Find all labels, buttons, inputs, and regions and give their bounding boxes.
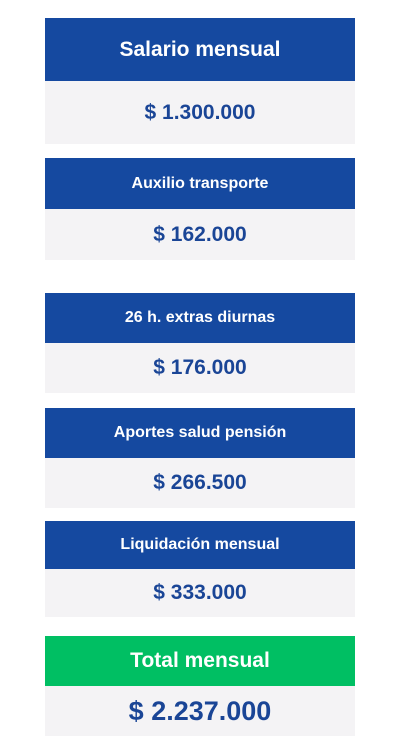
card-label: Salario mensual <box>45 18 355 81</box>
card-label: Auxilio transporte <box>45 158 355 209</box>
card-aportes-salud-pension: Aportes salud pensión $ 266.500 <box>45 408 355 508</box>
card-label: Liquidación mensual <box>45 521 355 569</box>
card-value: $ 333.000 <box>45 569 355 617</box>
total-label: Total mensual <box>45 636 355 686</box>
card-value: $ 266.500 <box>45 458 355 508</box>
card-label: 26 h. extras diurnas <box>45 293 355 343</box>
card-salario-mensual: Salario mensual $ 1.300.000 <box>45 18 355 144</box>
total-value: $ 2.237.000 <box>45 686 355 736</box>
card-liquidacion-mensual: Liquidación mensual $ 333.000 <box>45 521 355 617</box>
card-auxilio-transporte: Auxilio transporte $ 162.000 <box>45 158 355 260</box>
card-value: $ 1.300.000 <box>45 81 355 144</box>
card-horas-extras: 26 h. extras diurnas $ 176.000 <box>45 293 355 393</box>
card-total-mensual: Total mensual $ 2.237.000 <box>45 636 355 736</box>
card-label: Aportes salud pensión <box>45 408 355 458</box>
card-value: $ 176.000 <box>45 343 355 393</box>
card-value: $ 162.000 <box>45 209 355 260</box>
